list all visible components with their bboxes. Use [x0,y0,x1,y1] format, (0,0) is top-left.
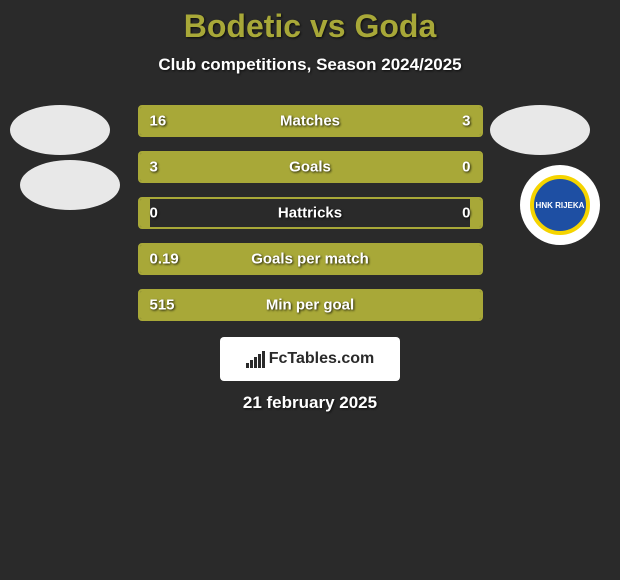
stat-value-left: 0.19 [150,251,179,268]
player-right-avatar [490,105,590,155]
stat-label: Goals [289,159,331,176]
stat-row: 515 Min per goal [138,289,483,321]
stat-label: Matches [280,113,340,130]
club-badge-inner: HNK RIJEKA [530,175,590,235]
stat-row: 16 Matches 3 [138,105,483,137]
stats-area: HNK RIJEKA 16Matches33Goals00Hattricks00… [0,105,620,321]
stat-label: Goals per match [251,251,369,268]
club-badge: HNK RIJEKA [520,165,600,245]
stat-value-right: 0 [462,205,470,222]
bar-fill-left [140,199,150,227]
stat-value-right: 0 [462,159,470,176]
bar-fill-right [470,153,480,181]
brand-text: FcTables.com [269,350,375,368]
stat-value-left: 515 [150,297,175,314]
stat-value-left: 3 [150,159,158,176]
stat-value-left: 16 [150,113,167,130]
stat-row: 0 Hattricks 0 [138,197,483,229]
stat-label: Min per goal [266,297,354,314]
stat-bars: 16 Matches 3 3 Goals 0 0 Hattricks 0 0.19 Goals pe… [138,105,483,321]
brand-bars-icon [246,351,265,368]
subtitle: Club competitions, Season 2024/2025 [0,55,620,75]
player-left-avatar-1 [10,105,110,155]
bar-fill-right [470,199,480,227]
page-title: Bodetic vs Goda [0,8,620,45]
stat-value-right: 3 [462,113,470,130]
player-left-avatar-2 [20,160,120,210]
stat-value-left: 0 [150,205,158,222]
date-line: 21 february 2025 [0,393,620,413]
stat-label: Hattricks [278,205,342,222]
infographic-container: Bodetic vs Goda Club competitions, Seaso… [0,0,620,413]
bar-fill-left [140,107,399,135]
stat-row: 3 Goals 0 [138,151,483,183]
brand-box: FcTables.com [220,337,400,381]
stat-row: 0.19 Goals per match [138,243,483,275]
